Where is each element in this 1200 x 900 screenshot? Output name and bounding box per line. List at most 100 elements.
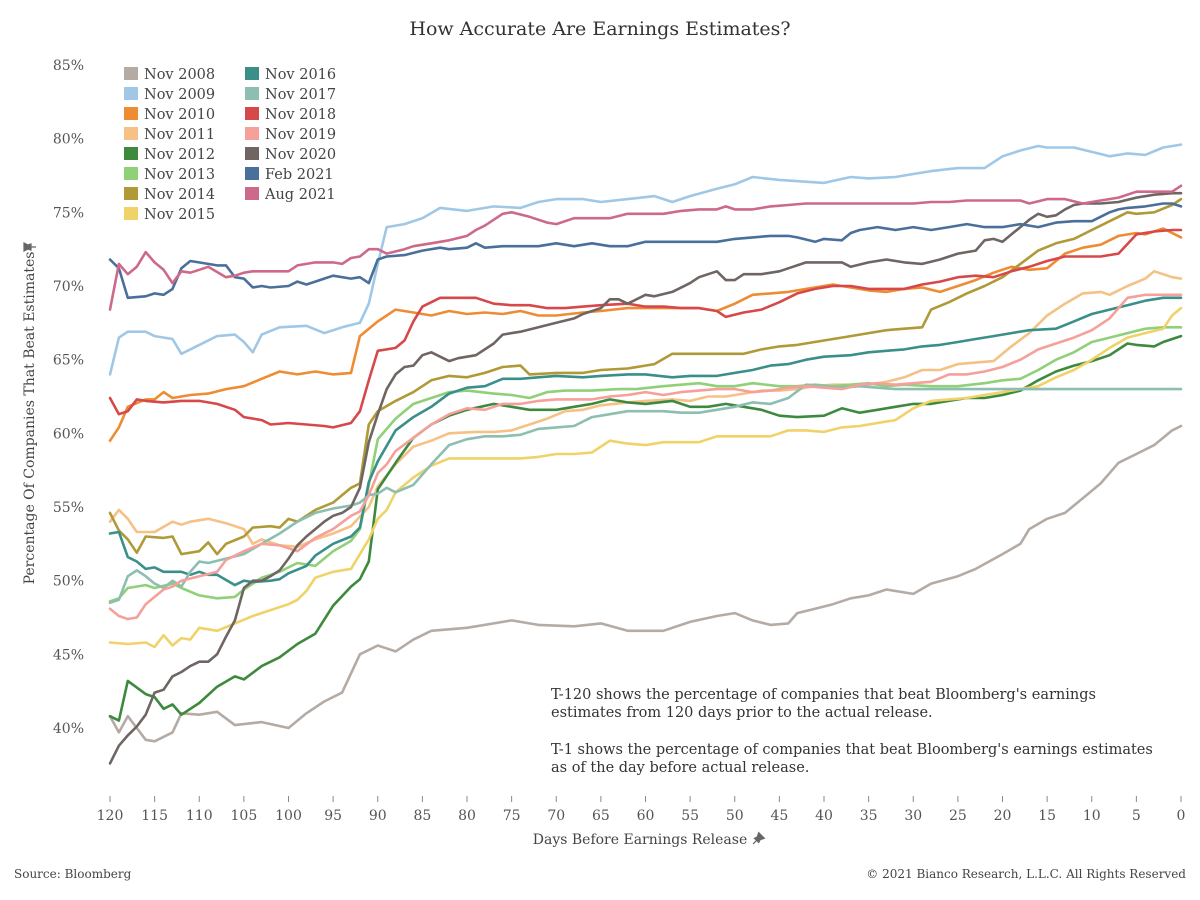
series-line-nov-2019[interactable] [108, 293, 1183, 621]
legend-swatch [245, 87, 259, 100]
x-tick-label: 50 [726, 808, 744, 824]
y-axis-pin-icon[interactable] [23, 242, 36, 252]
x-tick-label: 35 [860, 808, 878, 824]
legend-item[interactable]: Aug 2021 [245, 187, 336, 203]
series-line-aug-2021[interactable] [108, 184, 1183, 311]
series-line-nov-2013[interactable] [108, 326, 1183, 603]
legend-item[interactable]: Nov 2012 [124, 147, 215, 163]
legend-item[interactable]: Nov 2019 [245, 127, 336, 143]
y-tick-label: 45% [53, 647, 84, 663]
legend-label: Nov 2013 [144, 167, 215, 183]
legend-label: Nov 2012 [144, 147, 215, 163]
x-tick-label: 55 [681, 808, 699, 824]
x-tick-label: 5 [1132, 808, 1141, 824]
legend-item[interactable]: Nov 2008 [124, 67, 215, 83]
legend-label: Aug 2021 [264, 187, 336, 203]
legend-item[interactable]: Nov 2010 [124, 107, 215, 123]
series-line-nov-2015[interactable] [108, 306, 1183, 649]
chart-title: How Accurate Are Earnings Estimates? [409, 18, 791, 40]
x-tick-label: 15 [1038, 808, 1056, 824]
note-t1: T-1 shows the percentage of companies th… [551, 742, 1153, 776]
legend-swatch [124, 107, 138, 120]
series-lines [108, 143, 1183, 765]
x-tick-label: 20 [994, 808, 1012, 824]
x-tick-label: 65 [592, 808, 610, 824]
x-tick-label: 90 [369, 808, 387, 824]
legend-swatch [245, 67, 259, 80]
legend-label: Nov 2014 [144, 187, 215, 203]
legend-item[interactable]: Nov 2020 [245, 147, 336, 163]
legend-item[interactable]: Nov 2017 [245, 87, 336, 103]
series-line-nov-2018[interactable] [108, 228, 1183, 429]
legend-item[interactable]: Feb 2021 [245, 167, 334, 183]
series-line-nov-2016[interactable] [108, 296, 1183, 587]
legend-swatch [124, 87, 138, 100]
y-tick-label: 60% [53, 426, 84, 442]
legend-label: Nov 2010 [144, 107, 215, 123]
footer-source: Source: Bloomberg [14, 867, 132, 881]
legend-label: Nov 2008 [144, 67, 215, 83]
legend-item[interactable]: Nov 2014 [124, 187, 215, 203]
y-tick-label: 65% [53, 353, 84, 369]
legend-label: Nov 2009 [144, 87, 215, 103]
footer-copyright: © 2021 Bianco Research, L.L.C. All Right… [866, 867, 1186, 881]
y-axis-ticks: 40% 45% 50% 55% 60% 65% 70% 75% 80% 85% [53, 58, 84, 737]
y-tick-label: 80% [53, 132, 84, 148]
x-axis-ticks: 120 115 110 105 100 95 90 85 80 75 70 65 60 55 50 45 40 3… [97, 796, 1186, 824]
y-axis-title: Percentage Of Companies That Beat Estima… [22, 252, 38, 585]
x-tick-label: 0 [1177, 808, 1186, 824]
legend-item[interactable]: Nov 2011 [124, 127, 215, 143]
legend-label: Nov 2011 [144, 127, 215, 143]
legend-swatch [124, 147, 138, 160]
legend-item[interactable]: Nov 2016 [245, 67, 336, 83]
series-line-nov-2012[interactable] [108, 334, 1183, 722]
x-tick-label: 100 [275, 808, 302, 824]
legend: Nov 2008 Nov 2009 Nov 2010 Nov 2011 Nov 2012… [124, 67, 336, 223]
legend-item[interactable]: Nov 2013 [124, 167, 215, 183]
series-line-nov-2020[interactable] [108, 191, 1183, 765]
series-line-nov-2014[interactable] [108, 197, 1183, 556]
legend-swatch [245, 167, 259, 180]
legend-swatch [245, 127, 259, 140]
x-tick-label: 115 [141, 808, 168, 824]
legend-swatch [124, 167, 138, 180]
legend-swatch [245, 147, 259, 160]
y-tick-label: 55% [53, 500, 84, 516]
series-line-nov-2009[interactable] [108, 143, 1183, 376]
x-tick-label: 25 [949, 808, 967, 824]
y-tick-label: 75% [53, 205, 84, 221]
series-line-feb-2021[interactable] [108, 202, 1183, 300]
legend-label: Nov 2020 [265, 147, 336, 163]
legend-item[interactable]: Nov 2018 [245, 107, 336, 123]
x-tick-label: 60 [637, 808, 655, 824]
legend-label: Nov 2016 [265, 67, 336, 83]
series-line-nov-2011[interactable] [108, 270, 1183, 549]
x-axis-pin-icon[interactable] [750, 831, 766, 847]
x-tick-label: 85 [413, 808, 431, 824]
legend-swatch [124, 187, 138, 200]
series-line-nov-2017[interactable] [108, 383, 1183, 605]
x-tick-label: 45 [770, 808, 788, 824]
legend-swatch [245, 187, 259, 200]
y-tick-label: 50% [53, 574, 84, 590]
legend-swatch [245, 107, 259, 120]
x-tick-label: 95 [324, 808, 342, 824]
legend-label: Feb 2021 [265, 167, 334, 183]
x-tick-label: 80 [458, 808, 476, 824]
legend-item[interactable]: Nov 2015 [124, 207, 215, 223]
y-tick-label: 85% [53, 58, 84, 74]
legend-swatch [124, 127, 138, 140]
x-tick-label: 70 [547, 808, 565, 824]
series-line-nov-2010[interactable] [108, 227, 1183, 442]
legend-item[interactable]: Nov 2009 [124, 87, 215, 103]
legend-label: Nov 2015 [144, 207, 215, 223]
legend-label: Nov 2019 [265, 127, 336, 143]
series-line-nov-2008[interactable] [108, 424, 1183, 743]
x-tick-label: 110 [186, 808, 213, 824]
legend-swatch [124, 67, 138, 80]
x-tick-label: 30 [904, 808, 922, 824]
x-axis-title: Days Before Earnings Release [533, 832, 748, 848]
y-tick-label: 40% [53, 721, 84, 737]
legend-label: Nov 2018 [265, 107, 336, 123]
y-tick-label: 70% [53, 279, 84, 295]
